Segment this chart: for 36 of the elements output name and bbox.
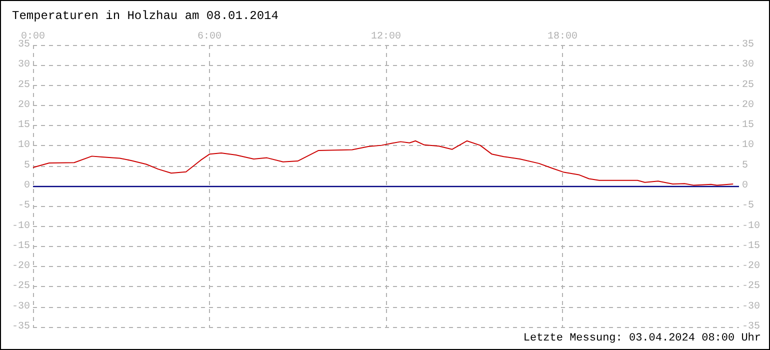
y2-tick-label: 5 (742, 160, 748, 172)
y-tick-label: 15 (18, 120, 30, 132)
y2-tick-label: -20 (742, 261, 760, 272)
y-tick-label: -30 (12, 301, 30, 312)
chart-title: Temperaturen in Holzhau am 08.01.2014 (12, 9, 278, 23)
y-tick-label: -25 (12, 281, 30, 292)
y-tick-label: -35 (12, 322, 30, 332)
y-tick-label: -20 (12, 261, 30, 272)
x-tick-label: 18:00 (547, 32, 578, 42)
y2-tick-label: -35 (742, 322, 760, 332)
line-series (32, 140, 734, 186)
y2-tick-label: 35 (742, 40, 754, 50)
y-tick-label: 25 (18, 80, 30, 91)
y-tick-label: -5 (18, 200, 30, 212)
y-tick-label: -15 (12, 240, 30, 252)
y2-tick-label: -10 (742, 220, 760, 232)
y-tick-label: 20 (18, 100, 30, 111)
y-tick-label: -10 (12, 220, 30, 232)
y2-tick-label: 15 (742, 120, 754, 132)
y2-tick-label: 25 (742, 80, 754, 91)
y2-tick-label: -5 (742, 200, 754, 212)
text: Letzte Messung: 03.04.2024 08:00 Uhr (523, 332, 761, 344)
y2-tick-label: -25 (742, 281, 760, 292)
y2-tick-label: 30 (742, 60, 754, 71)
y-tick-label: 35 (18, 40, 30, 50)
y2-tick-label: -30 (742, 301, 760, 312)
y-tick-label: 5 (24, 160, 30, 172)
y2-tick-label: -15 (742, 240, 760, 252)
y-tick-label: 0 (24, 180, 30, 192)
y2-tick-label: 0 (742, 180, 748, 192)
y-tick-label: 10 (18, 140, 30, 152)
y2-tick-label: 10 (742, 140, 754, 152)
x-tick-label: 12:00 (370, 32, 402, 42)
x-tick-label: 6:00 (197, 32, 222, 42)
y-tick-label: 30 (18, 60, 30, 71)
y2-tick-label: 20 (742, 100, 754, 111)
